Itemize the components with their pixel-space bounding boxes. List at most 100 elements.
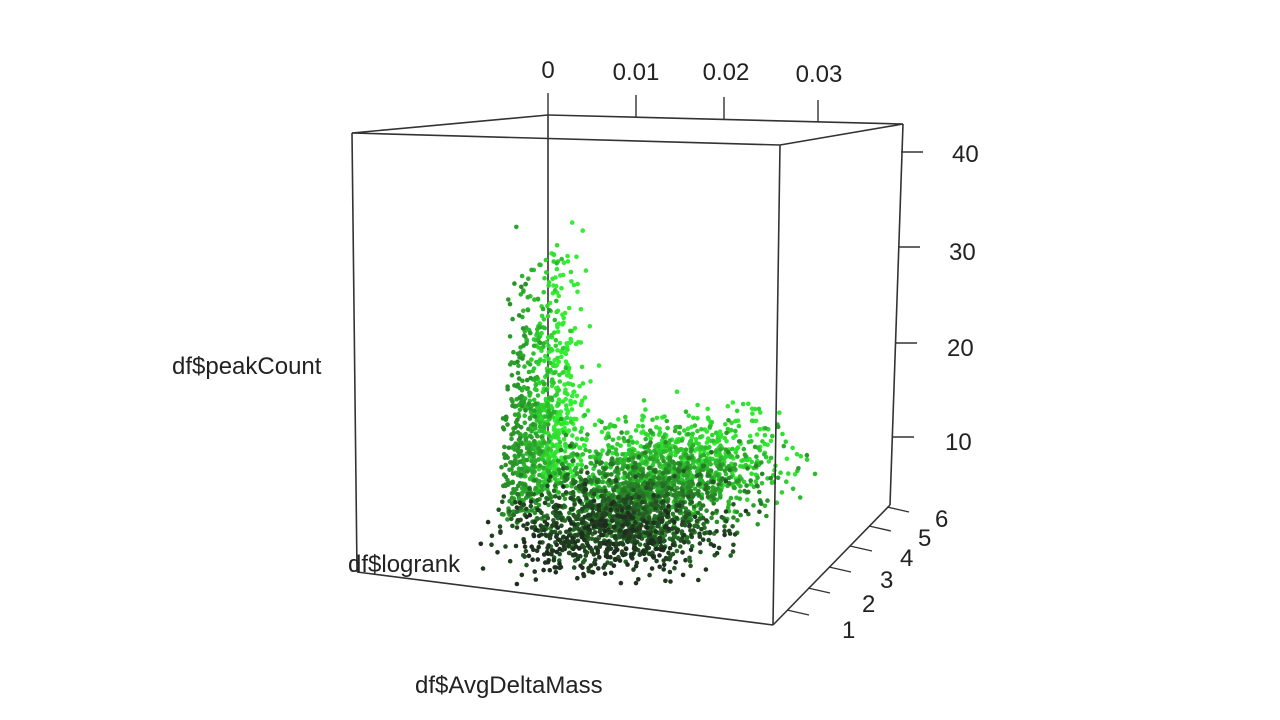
data-point <box>575 281 580 287</box>
box-edge <box>772 144 781 626</box>
data-point <box>530 463 536 468</box>
data-point <box>505 386 511 392</box>
data-point <box>631 546 637 551</box>
data-point <box>546 283 551 288</box>
data-point <box>557 510 562 516</box>
data-point <box>695 510 701 516</box>
data-point <box>555 525 561 530</box>
data-point <box>665 510 670 516</box>
x-axis: 0 0.01 0.02 0.03 <box>541 57 842 122</box>
data-point <box>572 399 578 405</box>
data-point <box>754 454 759 460</box>
data-point <box>686 511 692 517</box>
data-point <box>625 474 630 479</box>
data-point <box>657 553 662 558</box>
data-point <box>534 359 539 365</box>
data-point <box>661 458 666 464</box>
data-point <box>509 372 515 378</box>
data-point <box>716 545 722 551</box>
data-point <box>563 365 569 371</box>
data-point <box>531 453 536 459</box>
data-point <box>480 566 486 571</box>
data-point <box>655 475 661 481</box>
data-point <box>572 326 578 331</box>
data-point <box>731 502 736 507</box>
data-point <box>509 436 514 442</box>
data-point <box>659 505 664 511</box>
data-point <box>641 506 647 512</box>
data-point <box>523 436 529 442</box>
data-point <box>608 507 613 512</box>
data-point <box>648 478 653 483</box>
data-point <box>564 415 570 421</box>
data-point <box>551 557 557 563</box>
data-point <box>606 449 612 454</box>
data-point <box>516 444 521 450</box>
data-point <box>541 382 547 387</box>
data-point <box>571 282 577 288</box>
data-point <box>674 548 680 554</box>
data-point <box>659 530 665 536</box>
data-point <box>503 474 509 480</box>
data-point <box>539 434 545 439</box>
data-point <box>641 512 646 517</box>
data-point <box>666 485 672 491</box>
data-point <box>707 444 712 450</box>
data-point <box>741 446 747 452</box>
data-point <box>519 440 524 445</box>
data-point <box>660 476 666 482</box>
data-point <box>781 443 787 449</box>
data-point <box>485 519 491 525</box>
data-point <box>691 504 697 510</box>
data-point <box>770 433 775 439</box>
data-point <box>592 463 598 469</box>
data-point <box>692 423 698 428</box>
data-point <box>625 562 630 567</box>
data-point <box>743 453 748 459</box>
data-point <box>733 450 738 455</box>
data-point <box>529 508 534 513</box>
data-point <box>730 549 736 554</box>
data-point <box>620 466 625 472</box>
data-point <box>516 313 522 318</box>
data-point <box>726 449 731 455</box>
data-point <box>535 296 541 302</box>
data-point <box>561 484 566 489</box>
data-point <box>636 478 641 484</box>
data-point <box>730 400 736 405</box>
data-point <box>758 501 764 507</box>
data-point <box>753 463 759 469</box>
data-point <box>636 577 641 582</box>
y-tick-label: 5 <box>918 525 931 552</box>
data-point <box>705 406 710 412</box>
data-point <box>556 503 561 509</box>
data-point <box>660 471 666 476</box>
data-point <box>541 465 546 471</box>
data-point <box>542 460 548 466</box>
data-point <box>639 473 645 478</box>
data-point <box>626 438 631 444</box>
data-point <box>508 460 513 465</box>
data-point <box>710 511 715 516</box>
data-point <box>559 256 564 262</box>
data-point <box>747 433 753 439</box>
data-point <box>541 567 546 573</box>
data-point <box>586 524 591 529</box>
data-point <box>654 558 659 564</box>
data-point <box>720 476 725 481</box>
data-point <box>796 466 801 471</box>
data-point <box>565 259 571 264</box>
data-point <box>524 506 529 512</box>
data-point <box>529 435 534 440</box>
data-point <box>582 443 587 449</box>
data-point <box>517 407 523 413</box>
data-point <box>725 403 731 409</box>
data-point <box>757 426 762 432</box>
data-point <box>542 325 547 331</box>
data-point <box>602 466 608 472</box>
data-point <box>704 508 709 513</box>
data-point <box>756 406 762 412</box>
data-point <box>547 396 552 401</box>
data-point <box>735 518 740 523</box>
